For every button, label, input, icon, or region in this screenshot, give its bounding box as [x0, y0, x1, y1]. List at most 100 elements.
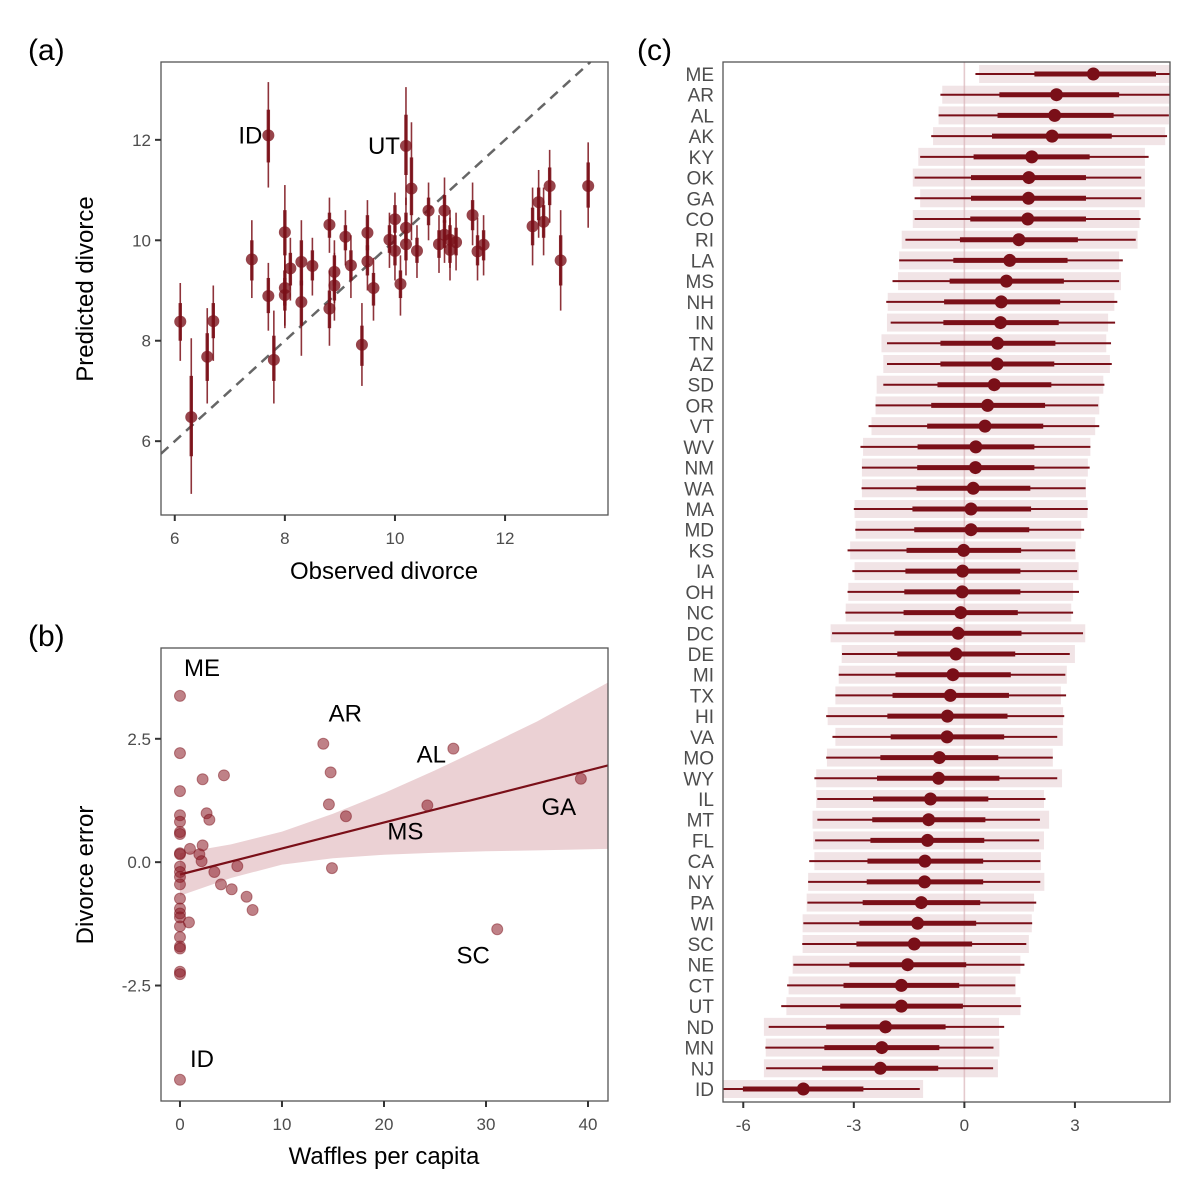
prediction-point-group	[543, 149, 556, 223]
state-label: TN	[689, 334, 714, 355]
residual-point	[240, 890, 253, 903]
point-estimate	[994, 295, 1008, 309]
point-estimate	[987, 378, 1001, 392]
y-tick-label: 6	[142, 432, 151, 451]
state-row	[835, 688, 1067, 702]
panel-b-y-axis-title: Divorce error	[72, 806, 99, 945]
panel-a-marks	[161, 62, 595, 494]
panel-a-y-axis-title: Predicted divorce	[72, 196, 99, 381]
residual-point	[173, 892, 186, 905]
prediction-point-group	[207, 285, 220, 361]
prediction-point	[399, 139, 412, 152]
prediction-point	[450, 236, 463, 249]
prediction-point	[355, 338, 368, 351]
prediction-point	[432, 238, 445, 251]
y-tick-label: 10	[132, 231, 151, 250]
residual-point	[231, 860, 244, 873]
state-row	[886, 336, 1112, 350]
state-row	[938, 108, 1169, 122]
x-tick-label: -6	[736, 1116, 751, 1135]
residual-point	[339, 810, 352, 823]
point-estimate	[918, 854, 932, 868]
point-estimate	[1045, 129, 1059, 143]
point-estimate	[940, 709, 954, 723]
prediction-point-group	[526, 187, 539, 266]
residual-point	[173, 815, 186, 828]
state-row	[892, 274, 1120, 288]
panel-b-marks	[173, 682, 608, 1086]
regression-line	[179, 764, 608, 876]
state-row	[766, 1061, 994, 1075]
prediction-point	[284, 262, 297, 275]
state-row	[808, 875, 1041, 889]
state-label: IL	[698, 790, 714, 811]
state-label: LA	[691, 251, 715, 272]
state-label: NC	[687, 604, 714, 625]
state-row	[807, 896, 1037, 910]
prediction-point-group	[383, 212, 396, 268]
state-row	[815, 833, 1040, 847]
prediction-point	[383, 233, 396, 246]
state-label: MN	[684, 1039, 714, 1060]
state-label: MO	[683, 749, 714, 770]
annotation-me: ME	[184, 655, 220, 682]
state-row	[847, 585, 1079, 599]
point-estimate	[879, 1020, 893, 1034]
state-label: PA	[690, 894, 714, 915]
prediction-point-group	[328, 252, 341, 321]
prediction-point	[339, 230, 352, 243]
prediction-point-group	[339, 210, 352, 266]
x-tick-label: 30	[477, 1115, 496, 1134]
state-row	[842, 647, 1070, 661]
state-label: MD	[684, 521, 714, 542]
residual-point	[246, 904, 259, 917]
prediction-point-group	[422, 182, 435, 241]
point-estimate	[1003, 253, 1017, 267]
point-estimate	[1086, 67, 1100, 81]
residual-point	[173, 747, 186, 760]
state-label: HI	[695, 707, 714, 728]
x-tick-label: -3	[846, 1116, 861, 1135]
x-tick-label: 40	[579, 1115, 598, 1134]
prediction-point-group	[185, 338, 198, 494]
state-label: AK	[689, 127, 715, 148]
point-estimate	[1025, 150, 1039, 164]
state-label: DC	[687, 624, 714, 645]
state-row	[838, 668, 1066, 682]
residual-point	[208, 866, 221, 879]
state-row	[861, 461, 1090, 475]
state-row	[832, 626, 1084, 640]
state-label: AZ	[690, 355, 715, 376]
residual-point	[317, 737, 330, 750]
panel-b-plot-area: ME AR AL MS GA SC ID	[173, 655, 608, 1086]
state-row	[817, 792, 1046, 806]
residual-point	[173, 689, 186, 702]
point-estimate	[1021, 191, 1035, 205]
y-tick-label: 8	[142, 332, 151, 351]
prediction-point	[554, 254, 567, 267]
x-tick-label: 20	[375, 1115, 394, 1134]
residual-point	[173, 1073, 186, 1086]
prediction-point	[582, 180, 595, 193]
state-row	[883, 378, 1105, 392]
prediction-point	[245, 253, 258, 266]
panel-a-x-axis: 6 8 10 12	[170, 515, 515, 548]
state-label: OH	[686, 583, 715, 604]
state-row	[852, 564, 1078, 578]
prediction-point-group	[537, 187, 550, 256]
point-estimate	[940, 730, 954, 744]
prediction-point	[388, 244, 401, 257]
panel-c-x-axis: -6 -3 0 3	[736, 1102, 1080, 1135]
residual-point	[325, 862, 338, 875]
residual-point	[183, 842, 196, 855]
point-estimate	[999, 274, 1013, 288]
prediction-point	[466, 209, 479, 222]
residual-point	[447, 742, 460, 755]
prediction-point	[422, 204, 435, 217]
panel-b-x-axis-title: Waffles per capita	[289, 1143, 480, 1170]
panel-c-marks	[723, 62, 1170, 1102]
state-label: WA	[684, 479, 714, 500]
state-label: VA	[690, 728, 714, 749]
